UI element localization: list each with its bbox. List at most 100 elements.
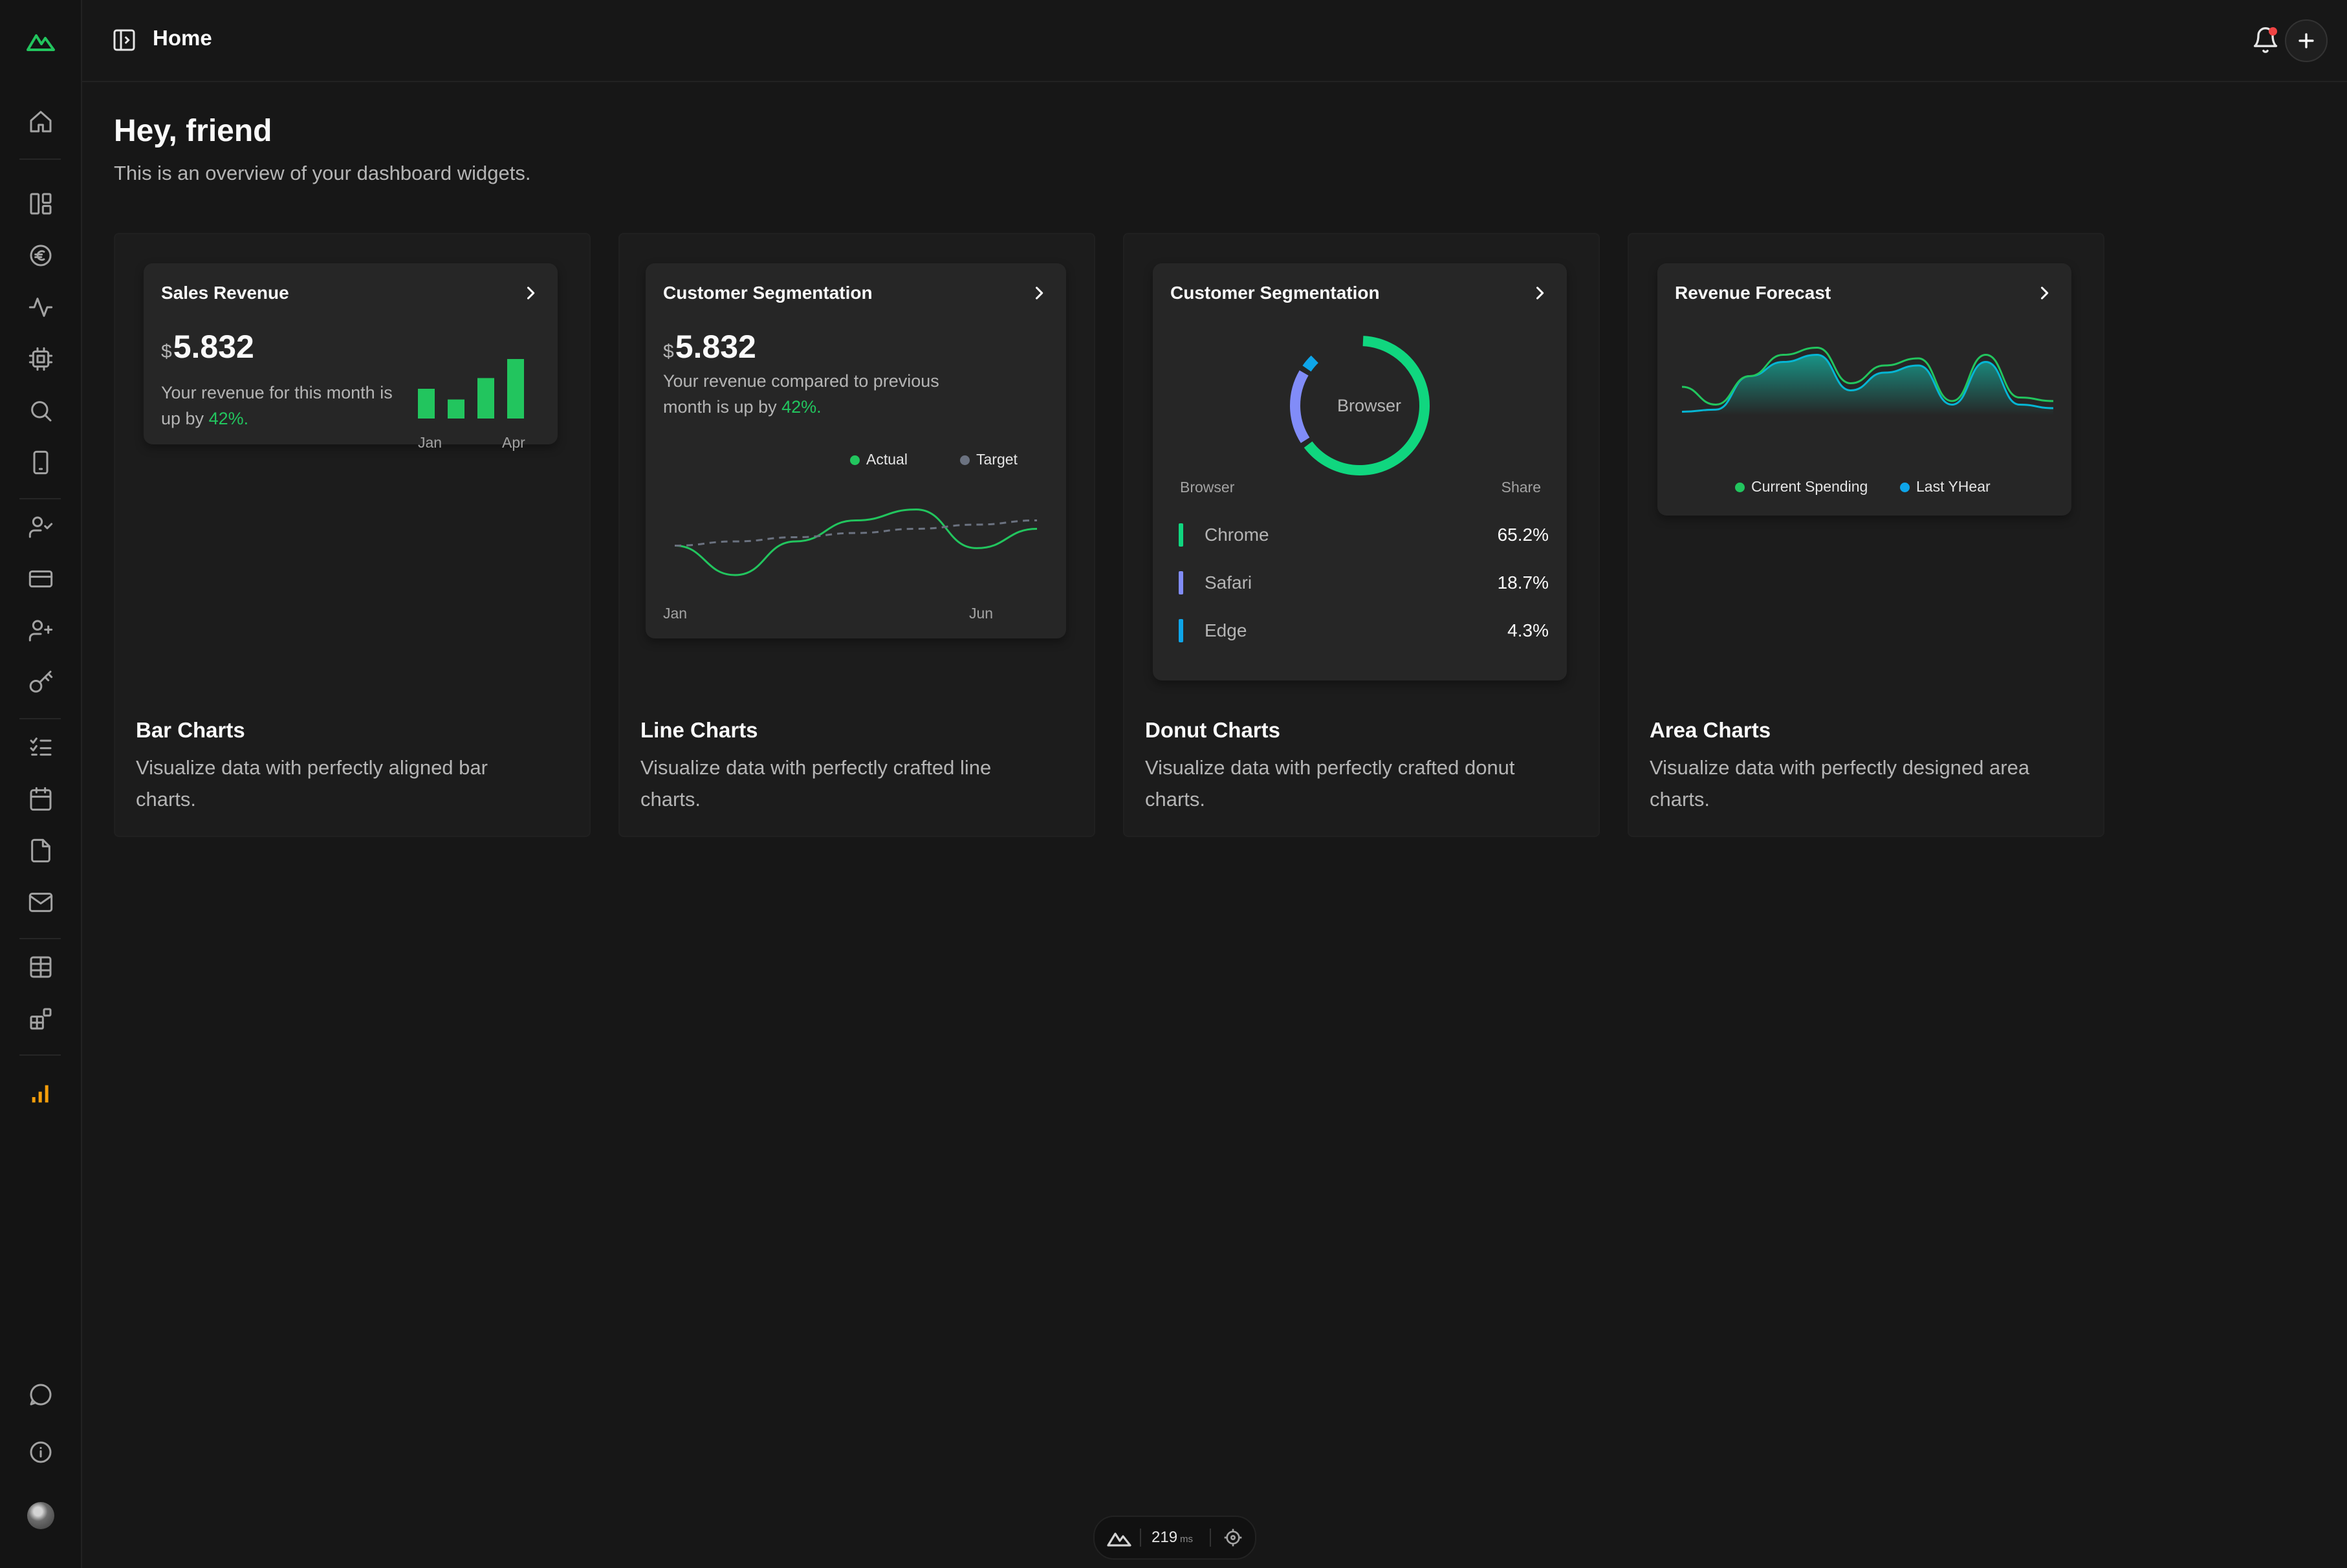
smartphone-icon[interactable] bbox=[26, 448, 56, 477]
row-name: Safari bbox=[1205, 572, 1252, 593]
top-header: Home bbox=[82, 0, 2347, 82]
widget-title: Revenue Forecast bbox=[1675, 283, 1831, 303]
greeting: Hey, friend bbox=[114, 114, 272, 148]
euro-icon[interactable] bbox=[26, 241, 56, 270]
revenue-amount: $5.832 bbox=[161, 329, 254, 365]
sidebar-divider bbox=[19, 938, 61, 939]
row-color-bar bbox=[1179, 571, 1183, 594]
chevron-right-icon[interactable] bbox=[2035, 284, 2053, 302]
table-icon[interactable] bbox=[26, 952, 56, 982]
table-header-browser: Browser bbox=[1180, 479, 1235, 495]
cpu-icon[interactable] bbox=[26, 344, 56, 374]
info-icon[interactable] bbox=[26, 1437, 56, 1467]
sidebar-divider bbox=[19, 158, 61, 160]
row-name: Chrome bbox=[1205, 525, 1269, 545]
bell-icon[interactable] bbox=[2251, 26, 2280, 54]
sales-revenue-widget[interactable]: Sales Revenue $5.832 Your revenue for th… bbox=[144, 263, 558, 451]
add-button[interactable] bbox=[2285, 19, 2328, 62]
layout-dashboard-icon[interactable] bbox=[26, 189, 56, 219]
x-tick-label: Jan bbox=[663, 605, 688, 622]
donut-charts-card[interactable]: Customer Segmentation Browser Browser Sh… bbox=[1123, 233, 1600, 837]
row-value: 65.2% bbox=[1497, 525, 1549, 545]
x-tick-label: Jun bbox=[969, 605, 994, 622]
calendar-icon[interactable] bbox=[26, 784, 56, 814]
bar-apr[interactable] bbox=[507, 359, 524, 419]
series-target[interactable] bbox=[674, 519, 1038, 547]
nuxt-logo[interactable] bbox=[1106, 1529, 1132, 1548]
user-check-icon[interactable] bbox=[26, 512, 56, 542]
donut-center-label: Browser bbox=[1337, 396, 1402, 415]
plus-icon bbox=[2298, 33, 2314, 49]
legend-actual: Actual bbox=[850, 451, 908, 468]
slice-edge[interactable] bbox=[1302, 355, 1318, 372]
series-current-spending[interactable] bbox=[1681, 346, 2054, 406]
render-time: 219 ms bbox=[1152, 1529, 1194, 1546]
legend-current-spending: Current Spending bbox=[1735, 478, 1868, 495]
area-chart bbox=[1681, 346, 2054, 415]
sidebar-divider bbox=[19, 498, 61, 499]
search-icon[interactable] bbox=[26, 396, 56, 426]
revenue-forecast-widget[interactable]: Revenue Forecast Current Spending Last Y… bbox=[1657, 263, 2071, 516]
chevron-right-icon[interactable] bbox=[521, 284, 540, 302]
mail-icon[interactable] bbox=[26, 887, 56, 917]
bar-chart: Jan Apr bbox=[418, 359, 525, 451]
page-subtitle: This is an overview of your dashboard wi… bbox=[114, 162, 531, 184]
activity-icon[interactable] bbox=[26, 292, 56, 322]
row-color-bar bbox=[1179, 523, 1183, 547]
customer-segmentation-line-widget[interactable]: Customer Segmentation $5.832 Your revenu… bbox=[646, 263, 1066, 638]
bar-chart-icon[interactable] bbox=[26, 1079, 56, 1109]
bar-jan[interactable] bbox=[418, 389, 435, 419]
revenue-highlight: 42%. bbox=[208, 409, 249, 428]
card-title: Area Charts bbox=[1650, 718, 1771, 742]
devtools-pill[interactable]: 219 ms bbox=[1093, 1516, 1256, 1560]
bar-charts-card[interactable]: Sales Revenue $5.832 Your revenue for th… bbox=[114, 233, 591, 837]
bar-mar[interactable] bbox=[477, 378, 494, 419]
revenue-text: Your revenue compared to previous month … bbox=[663, 371, 939, 417]
bar-feb[interactable] bbox=[448, 399, 464, 419]
pill-divider bbox=[1210, 1529, 1211, 1547]
credit-card-icon[interactable] bbox=[26, 564, 56, 594]
table-row: Chrome 65.2% bbox=[1179, 522, 1549, 548]
widget-title: Customer Segmentation bbox=[1170, 283, 1380, 303]
line-charts-card[interactable]: Customer Segmentation $5.832 Your revenu… bbox=[618, 233, 1095, 837]
chevron-right-icon[interactable] bbox=[1030, 284, 1048, 302]
card-title: Bar Charts bbox=[136, 718, 245, 742]
sidebar-divider bbox=[19, 718, 61, 719]
card-description: Visualize data with perfectly crafted do… bbox=[1145, 756, 1515, 811]
card-title: Donut Charts bbox=[1145, 718, 1280, 742]
widget-title: Customer Segmentation bbox=[663, 283, 873, 303]
row-value: 18.7% bbox=[1497, 572, 1549, 593]
crosshair-icon[interactable] bbox=[1223, 1527, 1243, 1548]
table-header-share: Share bbox=[1501, 479, 1541, 495]
widget-title: Sales Revenue bbox=[161, 283, 289, 303]
file-icon[interactable] bbox=[26, 836, 56, 866]
series-actual[interactable] bbox=[674, 508, 1038, 576]
area-charts-card[interactable]: Revenue Forecast Current Spending Last Y… bbox=[1628, 233, 2104, 837]
card-title: Line Charts bbox=[640, 718, 758, 742]
slice-chrome[interactable] bbox=[1304, 336, 1430, 475]
blocks-icon[interactable] bbox=[26, 1004, 56, 1034]
avatar[interactable] bbox=[27, 1502, 54, 1529]
home-icon[interactable] bbox=[26, 107, 56, 136]
legend-last-year: Last YHear bbox=[1900, 478, 1991, 495]
card-description: Visualize data with perfectly designed a… bbox=[1650, 756, 2030, 811]
row-name: Edge bbox=[1205, 620, 1247, 640]
user-plus-icon[interactable] bbox=[26, 616, 56, 646]
message-circle-icon[interactable] bbox=[26, 1380, 56, 1410]
pill-divider bbox=[1140, 1529, 1141, 1547]
nuxt-logo[interactable] bbox=[26, 29, 56, 54]
slice-safari[interactable] bbox=[1290, 370, 1310, 443]
revenue-text: Your revenue for this month is up by 42%… bbox=[161, 383, 393, 428]
chevron-right-icon[interactable] bbox=[1531, 284, 1549, 302]
row-value: 4.3% bbox=[1507, 620, 1549, 640]
customer-segmentation-donut-widget[interactable]: Customer Segmentation Browser Browser Sh… bbox=[1153, 263, 1567, 681]
line-chart bbox=[674, 508, 1038, 576]
list-checks-icon[interactable] bbox=[26, 732, 56, 762]
panel-left-icon[interactable] bbox=[111, 27, 137, 53]
card-description: Visualize data with perfectly crafted li… bbox=[640, 756, 992, 811]
key-icon[interactable] bbox=[26, 668, 56, 697]
sidebar-divider bbox=[19, 1054, 61, 1056]
page-title: Home bbox=[153, 26, 212, 50]
x-tick-label: Apr bbox=[502, 434, 525, 451]
row-color-bar bbox=[1179, 619, 1183, 642]
